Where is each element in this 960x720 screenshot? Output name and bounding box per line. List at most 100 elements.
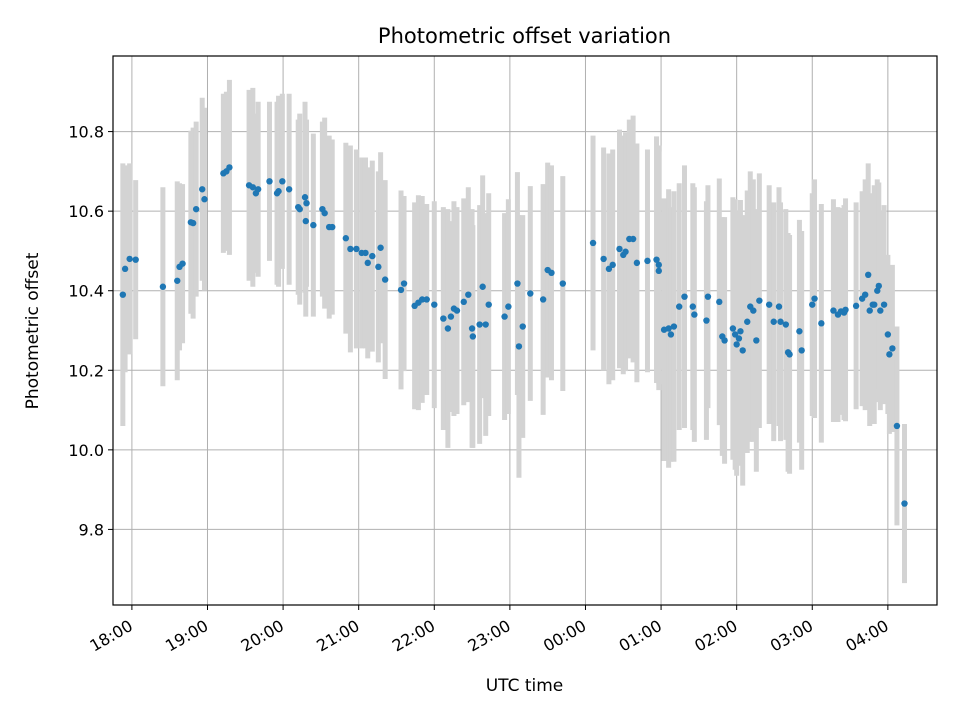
data-point: [375, 263, 382, 271]
y-tick-label: 10.8: [68, 123, 104, 142]
data-point: [609, 261, 616, 269]
y-tick-label: 10.6: [68, 202, 104, 221]
data-point: [739, 347, 746, 354]
data-point: [362, 249, 369, 257]
data-point: [369, 252, 376, 260]
x-tick-label: 18:00: [86, 616, 135, 656]
data-point: [665, 325, 672, 332]
data-point: [770, 318, 777, 325]
data-point: [440, 315, 447, 322]
x-tick-label: 21:00: [313, 616, 362, 656]
y-tick-label: 10.2: [68, 361, 104, 380]
data-point: [655, 261, 663, 269]
data-point: [703, 317, 710, 324]
data-point: [469, 333, 477, 340]
data-point: [296, 205, 303, 213]
data-point: [852, 302, 860, 310]
data-point: [716, 298, 723, 306]
data-point: [126, 255, 133, 263]
chart-title: Photometric offset variation: [378, 24, 671, 48]
data-point: [482, 321, 489, 328]
data-point: [559, 280, 566, 287]
x-axis-label: UTC time: [486, 676, 564, 696]
data-point: [733, 341, 740, 348]
data-point: [479, 283, 486, 290]
data-point: [875, 282, 882, 290]
data-point: [721, 337, 728, 344]
data-point: [174, 277, 181, 284]
data-point: [689, 303, 697, 310]
data-point: [179, 260, 186, 267]
x-tick-label: 03:00: [767, 616, 816, 656]
data-point: [431, 301, 438, 308]
data-point: [447, 313, 455, 320]
data-point: [515, 343, 523, 350]
data-point: [737, 328, 744, 335]
data-point: [886, 351, 893, 358]
data-point: [753, 337, 760, 344]
data-point: [353, 245, 360, 253]
data-point: [199, 186, 206, 193]
x-axis-ticks: 18:00 19:00 20:00 21:00 22:00 23:00 00:00 01:00…: [86, 605, 892, 656]
data-point: [589, 239, 597, 247]
y-axis-ticks: 9.8 10.0 10.2 10.4 10.6 10.8: [68, 123, 113, 539]
data-point: [750, 307, 757, 314]
y-tick-label: 10.0: [68, 441, 104, 460]
y-tick-label: 10.4: [68, 282, 104, 301]
data-point: [865, 271, 872, 279]
data-point: [782, 321, 790, 328]
x-tick-label: 20:00: [238, 616, 287, 656]
plot-frame: [112, 55, 938, 606]
data-point: [653, 256, 660, 263]
data-point: [468, 325, 476, 332]
data-point: [329, 223, 336, 231]
data-point: [670, 323, 678, 330]
data-point: [676, 303, 683, 310]
data-points: [119, 164, 908, 507]
data-point: [644, 257, 651, 265]
data-point: [485, 301, 492, 308]
data-point: [501, 313, 508, 320]
data-point: [818, 320, 825, 327]
error-bars: [120, 79, 907, 584]
data-point: [811, 295, 818, 302]
data-point: [893, 422, 901, 430]
x-tick-label: 22:00: [389, 616, 438, 656]
data-point: [192, 205, 200, 213]
data-point: [460, 298, 467, 306]
data-point: [121, 265, 129, 273]
data-point: [871, 301, 878, 308]
data-point: [132, 256, 139, 263]
data-point: [254, 186, 262, 193]
x-tick-label: 04:00: [842, 616, 891, 656]
data-point: [616, 245, 623, 253]
data-point: [744, 318, 751, 325]
data-point: [397, 286, 405, 294]
data-point: [681, 293, 688, 300]
data-point: [655, 267, 663, 275]
data-point: [729, 325, 737, 332]
data-point: [842, 306, 849, 314]
data-point: [266, 178, 273, 185]
data-point: [830, 307, 837, 314]
x-tick-label: 01:00: [616, 616, 665, 656]
data-point: [889, 345, 896, 352]
data-point: [880, 301, 888, 308]
x-tick-label: 19:00: [162, 616, 211, 656]
data-point: [796, 328, 803, 335]
data-point: [444, 325, 452, 332]
data-point: [275, 188, 282, 195]
data-point: [622, 248, 629, 255]
data-point: [400, 280, 408, 287]
data-point: [548, 269, 555, 277]
data-point: [775, 303, 783, 310]
y-tick-label: 9.8: [79, 520, 104, 539]
data-point: [189, 219, 197, 227]
data-point: [514, 280, 521, 287]
data-point: [249, 184, 257, 191]
data-point: [735, 335, 743, 342]
data-point: [301, 194, 309, 201]
data-point: [423, 296, 430, 303]
data-point: [347, 245, 354, 253]
